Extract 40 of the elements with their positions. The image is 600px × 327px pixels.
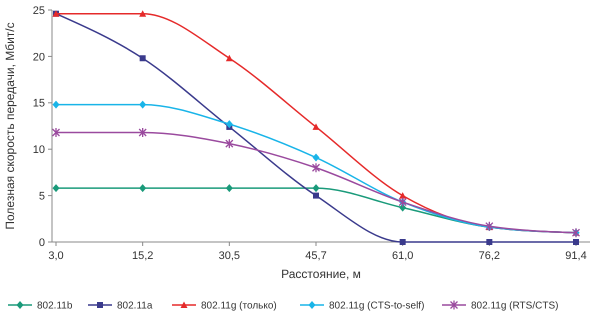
legend-label: 802.11g (RTS/CTS) (471, 300, 558, 312)
point (312, 154, 320, 162)
point (139, 100, 146, 109)
point (486, 239, 492, 245)
y-tick-label: 25 (32, 4, 45, 17)
y-tick-label: 10 (32, 144, 45, 156)
legend-label: 802.11b (37, 300, 73, 312)
point (312, 123, 320, 130)
point (138, 127, 147, 138)
point (312, 184, 320, 192)
legend-label: 802.11g (только) (201, 300, 277, 312)
point (52, 184, 60, 192)
x-tick-label: 61,0 (392, 250, 414, 262)
x-tick-label: 3,0 (48, 250, 64, 262)
x-tick-label: 76,2 (478, 250, 500, 262)
point (139, 10, 146, 17)
y-tick-label: 15 (32, 98, 45, 110)
y-tick-label: 20 (32, 51, 45, 64)
y-axis-title: Полезная скорость передачи, Мбит/с (3, 22, 17, 230)
legend-label: 802.11a (117, 300, 153, 312)
point (226, 120, 233, 128)
point (313, 192, 319, 199)
point (312, 162, 320, 173)
y-tick-label: 0 (38, 236, 45, 249)
point (226, 184, 233, 192)
point (400, 239, 406, 245)
x-tick-label: 15,2 (132, 250, 154, 262)
y-tick-label: 5 (38, 190, 45, 202)
x-tick-label: 45,7 (305, 250, 327, 262)
x-tick-label: 30,5 (218, 250, 240, 262)
x-axis-title: Расстояние, м (281, 267, 361, 281)
legend-label: 802.11g (CTS-to-self) (329, 300, 424, 312)
point (226, 54, 233, 62)
point (139, 184, 146, 192)
point (225, 138, 234, 149)
x-tick-label: 91,4 (565, 250, 587, 262)
point (52, 127, 60, 138)
point (52, 100, 60, 109)
point (573, 239, 579, 245)
point (140, 55, 146, 62)
